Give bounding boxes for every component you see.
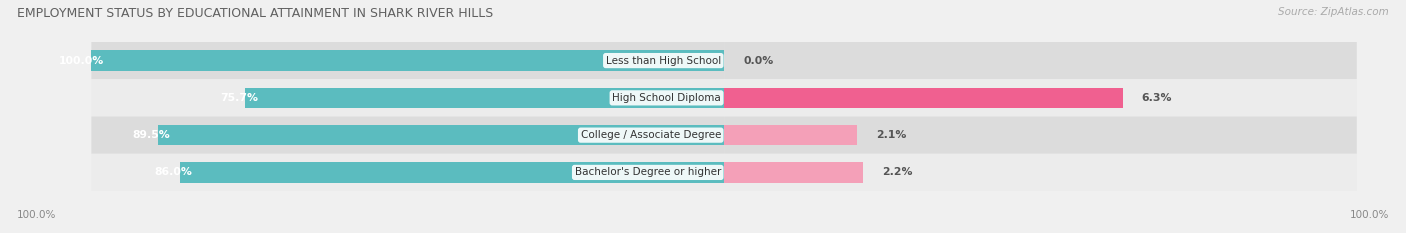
FancyBboxPatch shape — [724, 42, 1357, 79]
Bar — [91, 50, 724, 71]
Bar — [245, 88, 724, 108]
FancyBboxPatch shape — [91, 154, 724, 191]
Text: 2.2%: 2.2% — [883, 168, 912, 177]
Text: 6.3%: 6.3% — [1142, 93, 1173, 103]
Text: College / Associate Degree: College / Associate Degree — [581, 130, 721, 140]
FancyBboxPatch shape — [724, 116, 1357, 154]
Bar — [180, 162, 724, 183]
FancyBboxPatch shape — [724, 154, 1357, 191]
Bar — [157, 125, 724, 145]
Text: 100.0%: 100.0% — [17, 210, 56, 220]
Text: EMPLOYMENT STATUS BY EDUCATIONAL ATTAINMENT IN SHARK RIVER HILLS: EMPLOYMENT STATUS BY EDUCATIONAL ATTAINM… — [17, 7, 494, 20]
Text: Less than High School: Less than High School — [606, 56, 721, 65]
Text: 0.0%: 0.0% — [742, 56, 773, 65]
Bar — [724, 162, 863, 183]
Bar — [724, 125, 856, 145]
Text: 89.5%: 89.5% — [132, 130, 170, 140]
FancyBboxPatch shape — [91, 42, 724, 79]
FancyBboxPatch shape — [91, 79, 724, 116]
Text: 86.0%: 86.0% — [155, 168, 193, 177]
Text: High School Diploma: High School Diploma — [612, 93, 721, 103]
Text: 75.7%: 75.7% — [219, 93, 257, 103]
Text: Source: ZipAtlas.com: Source: ZipAtlas.com — [1278, 7, 1389, 17]
Bar — [724, 88, 1122, 108]
Text: 2.1%: 2.1% — [876, 130, 907, 140]
FancyBboxPatch shape — [91, 116, 724, 154]
Text: 100.0%: 100.0% — [1350, 210, 1389, 220]
FancyBboxPatch shape — [724, 79, 1357, 116]
Text: Bachelor's Degree or higher: Bachelor's Degree or higher — [575, 168, 721, 177]
Text: 100.0%: 100.0% — [59, 56, 104, 65]
